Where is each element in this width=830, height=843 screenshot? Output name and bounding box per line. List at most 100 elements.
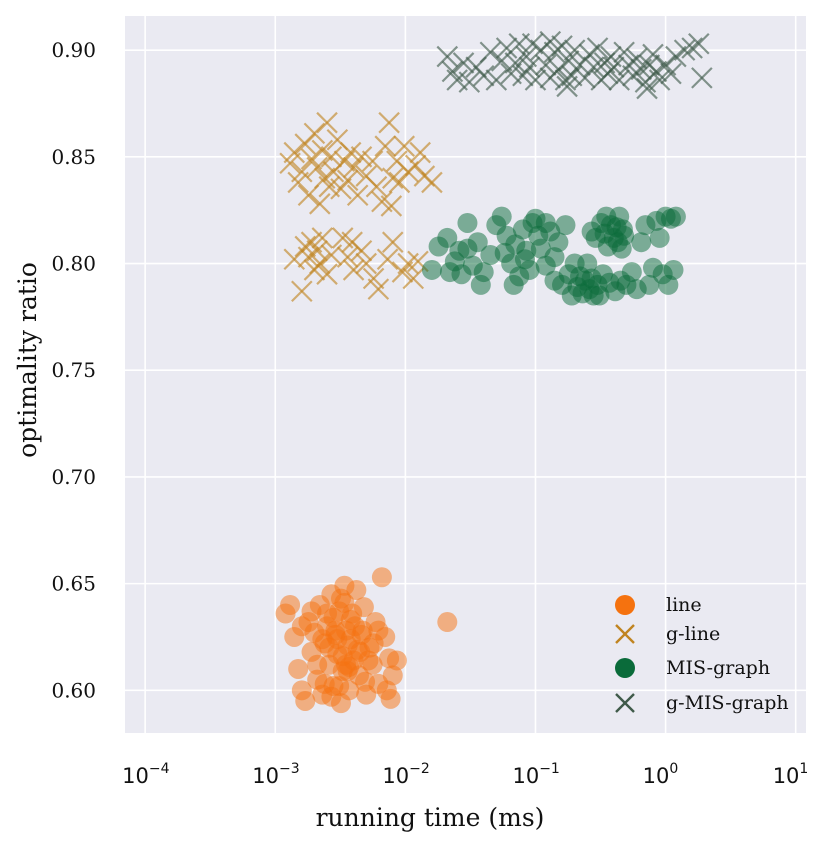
data-point: [280, 594, 301, 615]
x-tick-label: 10−3: [252, 761, 299, 788]
data-point: [625, 47, 648, 70]
data-point: [294, 235, 317, 258]
x-tick-base: 10: [773, 764, 800, 788]
y-tick-label: 0.75: [51, 358, 96, 382]
data-point: [556, 75, 578, 98]
data-point: [346, 184, 369, 207]
data-point: [437, 612, 458, 633]
data-point: [378, 111, 400, 134]
data-point: [681, 37, 703, 59]
data-point: [301, 601, 322, 622]
data-point: [330, 178, 352, 200]
x-tick-exponent: −3: [279, 761, 300, 777]
data-point: [512, 64, 534, 87]
x-tick-base: 10: [252, 764, 279, 788]
data-point: [613, 41, 635, 64]
data-point: [291, 160, 313, 183]
data-point: [688, 32, 710, 55]
data-point: [436, 45, 459, 68]
data-point: [303, 122, 326, 145]
data-point: [309, 193, 331, 215]
x-tick-label: 10−4: [122, 761, 169, 788]
data-point: [336, 246, 359, 268]
data-point: [309, 252, 331, 275]
legend-item-mis-graph: MIS-graph: [615, 657, 770, 679]
data-point: [358, 650, 379, 671]
data-point: [663, 259, 684, 280]
legend-marker-x: [615, 693, 635, 713]
data-point: [467, 232, 488, 253]
x-tick-label: 101: [773, 761, 809, 788]
series-g-MIS-graph: [436, 30, 713, 100]
data-point: [381, 167, 404, 189]
data-point: [371, 567, 392, 588]
data-point: [612, 219, 633, 240]
data-point: [361, 150, 384, 172]
data-point: [490, 50, 513, 72]
legend-label: line: [666, 594, 702, 616]
legend-marker-circle: [615, 658, 635, 678]
data-point: [665, 45, 687, 68]
data-point: [350, 146, 373, 168]
data-point: [311, 227, 334, 249]
data-point: [421, 259, 442, 280]
data-point: [316, 263, 338, 285]
data-point: [539, 30, 562, 53]
data-point: [457, 212, 478, 233]
x-tick-exponent: −4: [149, 761, 170, 777]
data-point: [336, 654, 357, 675]
legend-item-g-mis-graph: g-MIS-graph: [615, 692, 789, 714]
x-axis-label: running time (ms): [316, 803, 545, 832]
x-tick-exponent: −1: [539, 761, 560, 777]
x-tick-exponent: 1: [799, 761, 808, 777]
data-point: [452, 52, 475, 74]
data-point: [386, 650, 407, 671]
data-point: [649, 227, 670, 248]
legend-marker-x: [615, 624, 635, 644]
x-tick-base: 10: [643, 764, 670, 788]
data-point: [368, 620, 389, 641]
legend-marker-shape: [615, 595, 635, 615]
data-point: [329, 676, 350, 697]
data-point: [307, 654, 328, 675]
data-point: [560, 64, 583, 87]
legend-marker-shape: [615, 658, 635, 678]
data-point: [380, 195, 403, 217]
data-point: [291, 616, 312, 637]
data-point: [365, 175, 388, 198]
x-tick-labels: 10−4 10−3 10−2 10−1 100 101: [122, 761, 808, 788]
data-point: [494, 242, 515, 263]
data-point: [479, 41, 502, 64]
y-tick-labels: 0.60 0.65 0.70 0.75 0.80 0.85 0.90: [51, 38, 96, 702]
data-point: [342, 259, 365, 281]
data-point: [582, 56, 605, 78]
data-point: [470, 274, 491, 295]
data-point: [636, 77, 658, 100]
x-tick-label: 10−2: [382, 761, 429, 788]
x-tick-base: 10: [512, 764, 539, 788]
data-point: [341, 231, 363, 253]
data-point: [306, 156, 328, 179]
x-tick-exponent: −2: [409, 761, 430, 777]
data-point: [316, 111, 338, 134]
data-point: [295, 690, 316, 711]
data-point: [551, 35, 573, 57]
y-tick-label: 0.85: [51, 145, 96, 169]
data-point: [548, 232, 569, 253]
data-point: [458, 71, 481, 93]
data-point: [291, 280, 313, 303]
x-tick-label: 100: [643, 761, 679, 788]
data-point: [639, 274, 660, 295]
data-point: [283, 141, 306, 164]
data-point: [355, 671, 376, 692]
data-point: [346, 580, 367, 601]
data-point: [355, 252, 377, 275]
data-point: [381, 231, 404, 253]
x-tick-exponent: 0: [669, 761, 678, 777]
legend-label: MIS-graph: [666, 657, 770, 679]
legend-marker-shape: [615, 693, 635, 713]
data-point: [283, 248, 306, 271]
data-point: [402, 267, 425, 290]
data-point: [439, 262, 460, 283]
